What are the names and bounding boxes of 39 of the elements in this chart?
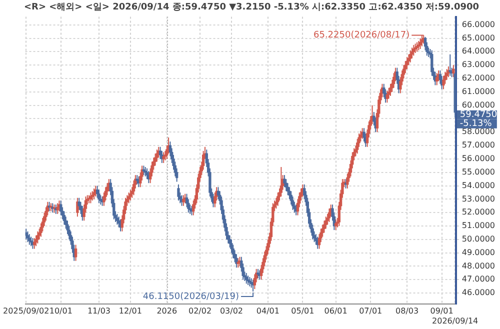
x-tick-label: 2026 [156,306,178,316]
y-tick-label: 64.0000 [462,46,496,56]
x-tick-label: 11/03 [87,306,111,316]
x-tick-label: 05/01 [291,306,314,316]
x-tick-label: 03/02 [220,306,244,316]
text: -5.13% [460,119,492,130]
y-tick-label: 52.0000 [462,208,496,217]
x-tick-label: 10/01 [49,306,72,316]
x-tick-label: 12/01 [118,306,142,316]
y-tick-label: 46.0000 [462,288,496,298]
y-tick-label: 49.0000 [462,248,496,257]
y-tick-label: 60.0000 [462,100,496,110]
y-tick-label: 58.0000 [462,127,496,136]
y-tick-label: 56.0000 [462,154,496,164]
chart-title: <R> <해외> <일> 2026/09/14 종:59.4750 ▼3.2150 -5.13% 시:62.3350 고:62.4350 저:59.0900 [24,2,480,13]
y-tick-label: 48.0000 [462,261,496,270]
y-tick-label: 54.0000 [462,180,496,190]
y-tick-label: 51.0000 [462,221,496,230]
y-tick-label: 53.0000 [462,194,496,204]
y-tick-label: 66.0000 [462,20,496,29]
x-tick-label: 06/01 [324,306,348,316]
x-tick-label: 08/03 [396,306,419,316]
x-tick-label: 09/01 [430,306,454,316]
y-tick-label: 61.0000 [462,86,496,96]
y-tick-label: 50.0000 [462,234,496,244]
y-tick-label: 62.0000 [462,74,496,83]
annotation: 65.2250(2026/08/17) [313,30,410,41]
y-tick-label: 57.0000 [462,140,496,150]
x-tick-label: 02/02 [188,306,212,316]
y-tick-label: 47.0000 [462,274,496,284]
y-tick-label: 63.0000 [462,60,496,70]
x-tick-label: 2025/09/02 [3,306,50,316]
y-tick-label: 65.0000 [462,33,496,42]
x-tick-label: 2026/09/14 [432,316,478,326]
y-tick-label: 55.0000 [462,167,496,176]
annotation: 46.1150(2026/03/19) [142,292,240,302]
x-tick-label: 07/01 [359,306,382,316]
x-tick-label: 04/01 [256,306,280,316]
text: 59.4750 [460,110,498,120]
